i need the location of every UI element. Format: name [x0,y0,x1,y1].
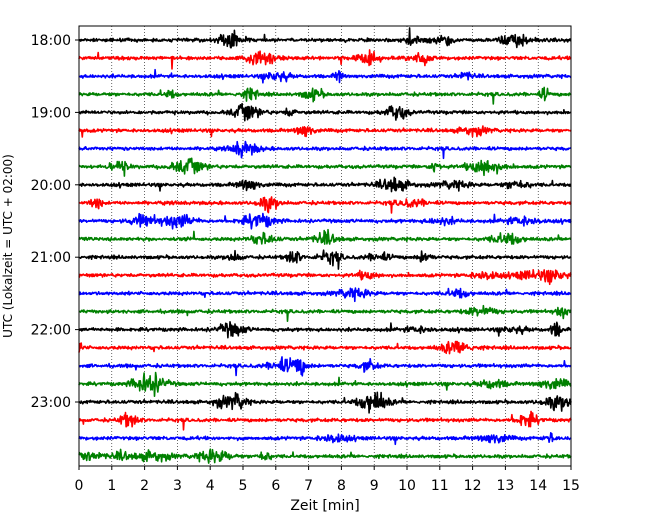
grid-lines [111,26,539,466]
seismic-trace-2315 [78,410,572,431]
y-tick-label: 20:00 [31,178,71,194]
seismic-trace-1830 [78,68,572,84]
seismic-trace-2200 [78,321,572,339]
seismic-trace-2345 [78,448,572,464]
seismic-trace-2045 [78,228,572,245]
x-tick-label: 10 [398,478,416,494]
y-tick-label: 19:00 [31,105,71,121]
y-axis-label: UTC (Lokalzeit = UTC + 02:00) [1,154,15,338]
x-tick-label: 1 [107,478,116,494]
x-tick-label: 8 [337,478,346,494]
seismic-trace-1945 [78,157,572,177]
y-axis-ticks: 18:00 19:00 20:00 21:00 22:00 23:00 [31,33,79,411]
seismic-trace-2215 [78,340,572,355]
x-axis-ticks: 0 1 2 3 4 5 6 7 8 9 10 11 12 13 14 15 [75,466,580,494]
seismic-trace-2000 [78,176,572,193]
trace-lines [78,27,572,464]
x-tick-label: 3 [173,478,182,494]
seismic-trace-1900 [78,102,572,122]
x-tick-label: 9 [370,478,379,494]
seismic-trace-1800 [78,27,572,49]
y-tick-label: 21:00 [31,250,71,266]
seismic-trace-2245 [78,371,572,397]
seismic-trace-2015 [78,196,572,214]
seismic-trace-2300 [78,391,572,414]
seismic-trace-2115 [78,269,572,286]
x-tick-label: 14 [529,478,547,494]
x-tick-label: 6 [271,478,280,494]
x-tick-label: 7 [304,478,313,494]
x-tick-label: 2 [140,478,149,494]
y-tick-label: 18:00 [31,33,71,49]
x-tick-label: 13 [496,478,514,494]
seismic-trace-2145 [78,304,572,322]
seismic-trace-2100 [78,249,572,270]
x-tick-label: 4 [206,478,215,494]
seismic-trace-1915 [78,125,572,138]
y-tick-label: 23:00 [31,395,71,411]
x-tick-label: 0 [75,478,84,494]
seismic-trace-1845 [78,86,572,105]
seismic-trace-2030 [78,212,572,230]
x-tick-label: 5 [239,478,248,494]
x-tick-label: 11 [431,478,449,494]
x-tick-label: 15 [562,478,580,494]
plot-frame [78,25,572,467]
seismic-trace-2130 [78,287,572,303]
seismic-trace-2230 [78,356,572,377]
seismic-trace-1815 [78,49,572,70]
seismic-trace-2330 [78,432,572,446]
x-tick-label: 12 [464,478,482,494]
y-tick-label: 22:00 [31,323,71,339]
x-axis-label: Zeit [min] [290,498,359,514]
seismic-trace-1930 [78,140,572,160]
